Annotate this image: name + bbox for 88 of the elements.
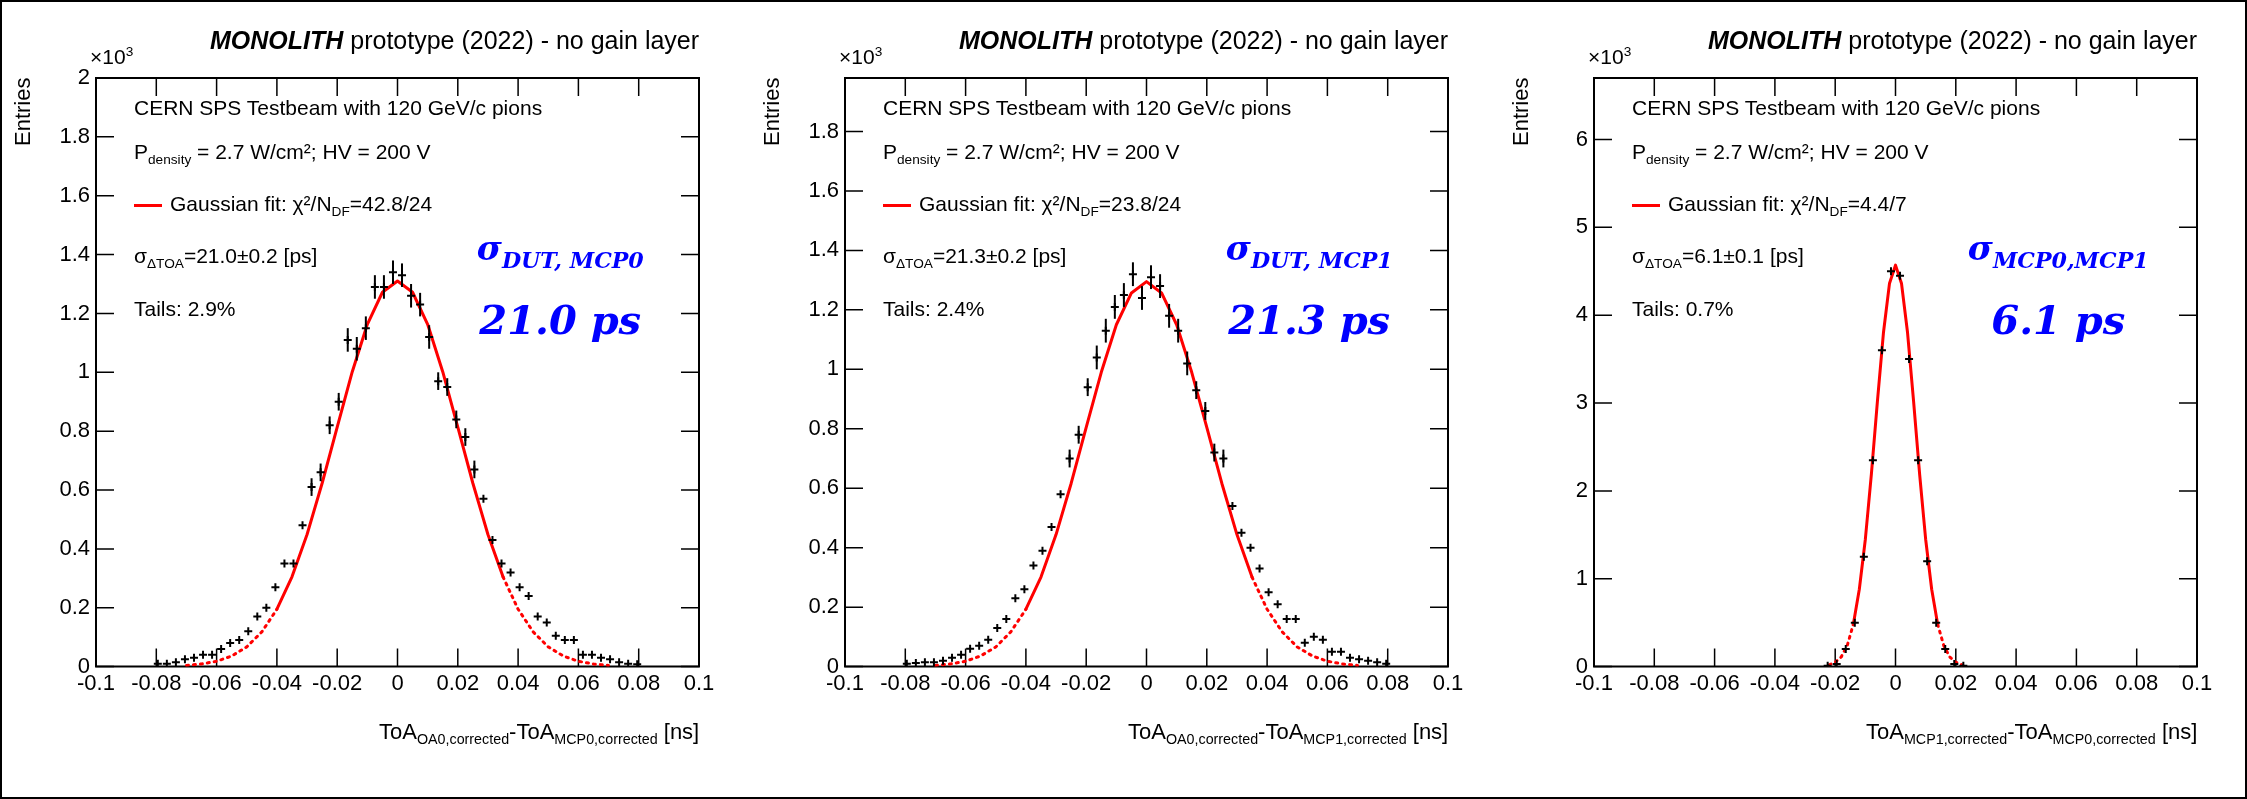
- x-tick-label: 0.02: [1185, 669, 1229, 695]
- annotation: σ$_{ΔTOA}$=21.0±0.2 [ps]: [134, 244, 318, 272]
- x-axis-title: ToA$_{OA0,corrected}$-ToA$_{MCP0,corrected}$ [ns]: [379, 718, 700, 747]
- x-tick-label: 0.1: [683, 669, 715, 695]
- x-tick-label: -0.06: [191, 669, 242, 695]
- x-tick-label: -0.08: [1629, 669, 1680, 695]
- annotation: Tails: 2.9%: [134, 296, 236, 320]
- x-axis-title: ToA$_{OA0,corrected}$-ToA$_{MCP1,corrected}$ [ns]: [1128, 718, 1449, 747]
- x-tick-label: 0.1: [2181, 669, 2213, 695]
- x-tick-label: 0.02: [436, 669, 480, 695]
- chart-title: MONOLITH prototype (2022) - no gain layer: [959, 26, 1449, 55]
- x-tick-label: 0.08: [1366, 669, 1410, 695]
- x-axis-title: ToA$_{MCP1,corrected}$-ToA$_{MCP0,corrected}$ [ns]: [1866, 718, 2198, 747]
- y-tick-label: 0.2: [808, 593, 839, 619]
- annotation: 21.0 ps: [479, 296, 642, 343]
- y-tick-label: 1.2: [808, 295, 839, 321]
- text: ×10$^{3}$: [1588, 44, 1632, 69]
- x-tick-label: 0.06: [556, 669, 600, 695]
- annotation: Tails: 2.4%: [883, 296, 985, 320]
- y-axis-title: Entries: [1508, 77, 1534, 146]
- x-tick-label: 0.08: [617, 669, 661, 695]
- y-tick-label: 0.4: [59, 534, 90, 560]
- annotation: CERN SPS Testbeam with 120 GeV/c pions: [1632, 95, 2041, 121]
- x-tick-label: -0.02: [1810, 669, 1861, 695]
- annotation: σ$_{ΔTOA}$=21.3±0.2 [ps]: [883, 244, 1067, 272]
- chart-title: MONOLITH prototype (2022) - no gain layer: [210, 26, 700, 55]
- y-tick-label: 1.4: [808, 236, 839, 262]
- x-tick-label: -0.06: [1689, 669, 1740, 695]
- y-tick-label: 0.4: [808, 533, 839, 559]
- y-tick-label: 1.4: [59, 240, 90, 266]
- x-tick-label: -0.06: [940, 669, 991, 695]
- y-axis-title: Entries: [10, 77, 36, 146]
- legend-label: Gaussian fit: χ²/N$_{DF}$=4.4/7: [1668, 192, 1907, 220]
- y-tick-label: 5: [1575, 213, 1588, 239]
- annotation: 6.1 ps: [1991, 296, 2126, 343]
- x-tick-label: -0.08: [880, 669, 931, 695]
- x-tick-label: -0.04: [1749, 669, 1800, 695]
- y-tick-label: 0.8: [59, 417, 90, 443]
- annotation: CERN SPS Testbeam with 120 GeV/c pions: [883, 95, 1292, 121]
- y-tick-label: 1.2: [59, 299, 90, 325]
- x-tick-label: 0.04: [496, 669, 540, 695]
- annotation: P$_{density}$ = 2.7 W/cm²; HV = 200 V: [1632, 139, 1930, 170]
- x-tick-label: 0.04: [1994, 669, 2038, 695]
- text: ×10$^{3}$: [90, 44, 134, 69]
- x-tick-label: 0: [1889, 669, 1902, 695]
- y-tick-label: 3: [1575, 389, 1588, 415]
- x-tick-label: -0.02: [1061, 669, 1112, 695]
- x-tick-label: 0: [1140, 669, 1153, 695]
- x-tick-label: 0.02: [1934, 669, 1978, 695]
- x-tick-label: 0.1: [1432, 669, 1464, 695]
- y-tick-label: 0.8: [808, 414, 839, 440]
- chart-title: MONOLITH prototype (2022) - no gain layer: [1708, 26, 2198, 55]
- annotation: σ$_{DUT, MCP1}$: [1225, 228, 1393, 273]
- y-tick-label: 1: [77, 358, 90, 384]
- annotation: σ$_{MCP0,MCP1}$: [1967, 228, 2149, 273]
- x-tick-label: 0.04: [1245, 669, 1289, 695]
- x-tick-label: -0.08: [131, 669, 182, 695]
- y-tick-label: 4: [1575, 301, 1588, 327]
- annotation: CERN SPS Testbeam with 120 GeV/c pions: [134, 95, 543, 121]
- x-tick-label: 0.06: [2054, 669, 2098, 695]
- y-tick-label: 1.6: [808, 177, 839, 203]
- x-tick-label: 0.08: [2115, 669, 2159, 695]
- x-tick-label: -0.04: [251, 669, 302, 695]
- annotation: 21.3 ps: [1228, 296, 1391, 343]
- legend-label: Gaussian fit: χ²/N$_{DF}$=23.8/24: [919, 192, 1182, 220]
- y-tick-label: 2: [1575, 476, 1588, 502]
- y-tick-label: 2: [77, 64, 90, 90]
- annotation: P$_{density}$ = 2.7 W/cm²; HV = 200 V: [134, 139, 432, 170]
- x-tick-label: -0.04: [1000, 669, 1051, 695]
- y-tick-label: 1.8: [808, 117, 839, 143]
- annotation: P$_{density}$ = 2.7 W/cm²; HV = 200 V: [883, 139, 1181, 170]
- y-tick-label: 0.2: [59, 593, 90, 619]
- y-tick-label: 0.6: [808, 474, 839, 500]
- text: ×10$^{3}$: [839, 44, 883, 69]
- y-tick-label: 1: [1575, 564, 1588, 590]
- y-tick-label: 1.6: [59, 181, 90, 207]
- legend-label: Gaussian fit: χ²/N$_{DF}$=42.8/24: [170, 192, 433, 220]
- annotation: σ$_{DUT, MCP0}$: [476, 228, 644, 273]
- y-tick-label: 6: [1575, 125, 1588, 151]
- annotation: Tails: 0.7%: [1632, 296, 1734, 320]
- y-axis-title: Entries: [759, 77, 785, 146]
- y-tick-label: 1.8: [59, 122, 90, 148]
- x-tick-label: 0: [391, 669, 404, 695]
- annotation: σ$_{ΔTOA}$=6.1±0.1 [ps]: [1632, 244, 1804, 272]
- x-tick-label: -0.02: [312, 669, 363, 695]
- y-tick-label: 1: [826, 355, 839, 381]
- x-tick-label: 0.06: [1305, 669, 1349, 695]
- y-tick-label: 0.6: [59, 476, 90, 502]
